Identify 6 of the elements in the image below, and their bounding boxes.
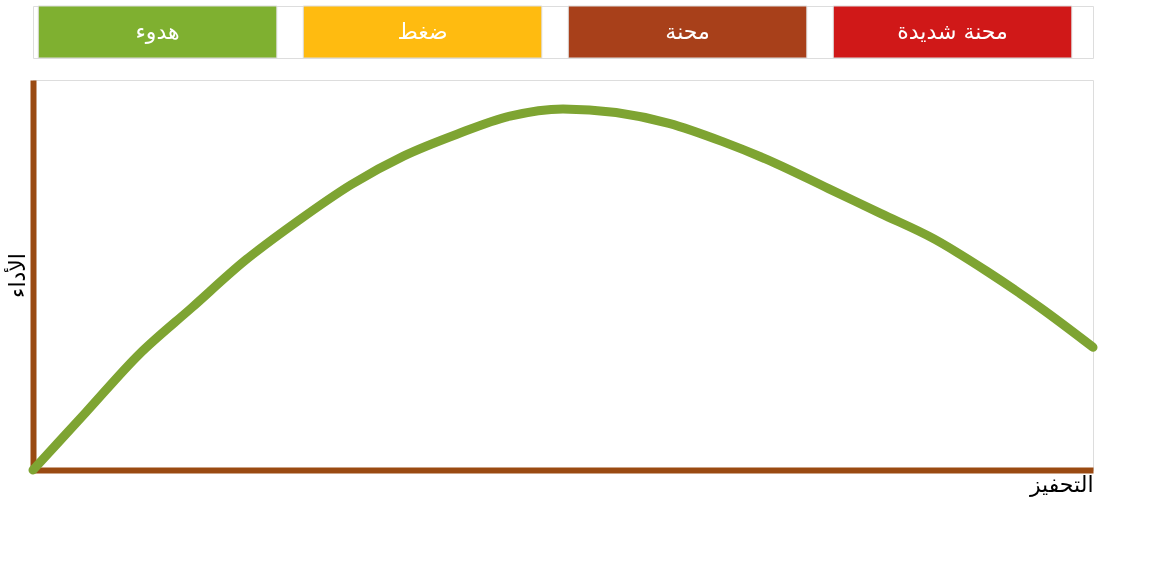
text: محنة شديدة (897, 19, 1008, 44)
y-axis-title: الأداء (3, 253, 30, 298)
x-axis-title: التحفيز (1028, 471, 1094, 497)
text: ضغط (397, 19, 448, 44)
text: محنة (665, 19, 710, 44)
text: هدوء (135, 19, 180, 44)
